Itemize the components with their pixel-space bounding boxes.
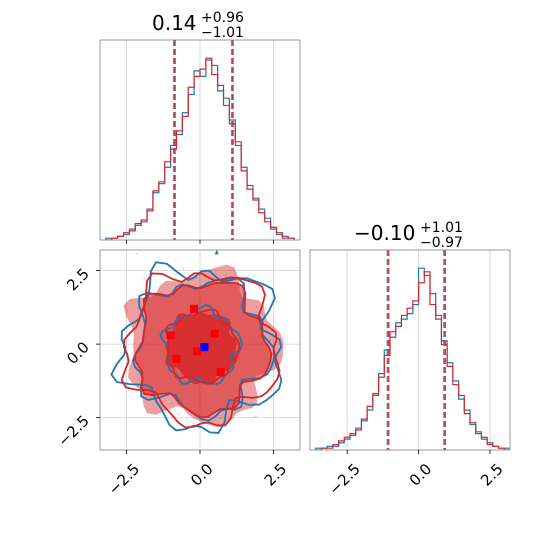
marker-points (166, 304, 225, 377)
sample-point (255, 415, 257, 418)
contour-outlier (214, 250, 219, 255)
sample-point (253, 274, 255, 277)
contour-line-red (120, 272, 281, 429)
panel-y-histogram: −2.5 0.0 2.5 −0.10 +1.01 −0.97 (309, 220, 511, 499)
sample-point (173, 406, 176, 409)
sample-point (171, 402, 173, 405)
x-title-value: 0.14 (152, 11, 197, 35)
y-ticks: −2.5 0.0 2.5 (54, 265, 100, 450)
sample-point (177, 419, 180, 422)
sample-point (128, 364, 131, 367)
x-ticks: −2.5 0.0 2.5 (325, 450, 507, 499)
sample-point (275, 301, 277, 304)
sample-point (183, 241, 185, 243)
red-marker (193, 347, 202, 356)
histogram-steps (315, 267, 510, 450)
x-ticks (126, 240, 274, 244)
y-tick-label: 2.5 (63, 265, 93, 295)
sample-point (269, 339, 272, 342)
sample-point (135, 253, 138, 256)
sample-point (182, 267, 185, 270)
y-tick-label: −2.5 (54, 412, 92, 450)
x-title: 0.14 (152, 11, 197, 35)
contour-line-red (134, 281, 273, 419)
sample-point (252, 416, 255, 419)
red-marker (172, 354, 181, 363)
histogram-series-1 (315, 271, 510, 450)
blue-marker (200, 343, 209, 352)
sample-point (219, 417, 222, 420)
sample-point (140, 290, 143, 293)
sample-point (258, 286, 261, 289)
contour-lines (110, 250, 283, 434)
sample-point (137, 307, 139, 310)
x-tick-label: 2.5 (477, 460, 507, 490)
sample-point (177, 413, 180, 416)
quantile-lines (173, 40, 234, 240)
x-tick-label: 0.0 (187, 460, 217, 490)
x-tick-label: −2.5 (325, 460, 363, 498)
contour-line-blue (131, 277, 276, 422)
panel-x-histogram: 0.14 +0.96 −1.01 (99, 10, 301, 244)
x-ticks: −2.5 0.0 2.5 (105, 450, 291, 499)
sample-point (116, 451, 118, 453)
red-marker (210, 329, 219, 338)
contour-line-red (165, 308, 241, 385)
x-title-minus: −1.01 (201, 25, 244, 41)
histogram-series-1 (105, 57, 295, 240)
x-tick-label: 0.0 (406, 460, 436, 490)
y-title-value: −0.10 (354, 221, 415, 245)
panel-frame (309, 249, 511, 451)
x-tick-label: 2.5 (261, 460, 291, 490)
y-title-minus: −0.97 (420, 235, 463, 251)
red-marker (166, 331, 175, 340)
quantile-lines (386, 250, 446, 450)
panel-background (310, 250, 510, 450)
sample-point (224, 273, 227, 276)
red-marker (190, 304, 199, 313)
sample-point (270, 389, 273, 392)
histogram-steps (105, 57, 295, 240)
x-tick-label: −2.5 (105, 460, 143, 498)
x-title-plus: +0.96 (201, 10, 244, 26)
sample-point (255, 306, 258, 308)
y-title-plus: +1.01 (420, 220, 463, 236)
red-marker (216, 368, 225, 377)
sample-point (143, 277, 146, 280)
panel-xy-contour: −2.5 0.0 2.5 −2.5 0.0 2.5 (54, 241, 301, 499)
y-tick-label: 0.0 (63, 338, 93, 368)
